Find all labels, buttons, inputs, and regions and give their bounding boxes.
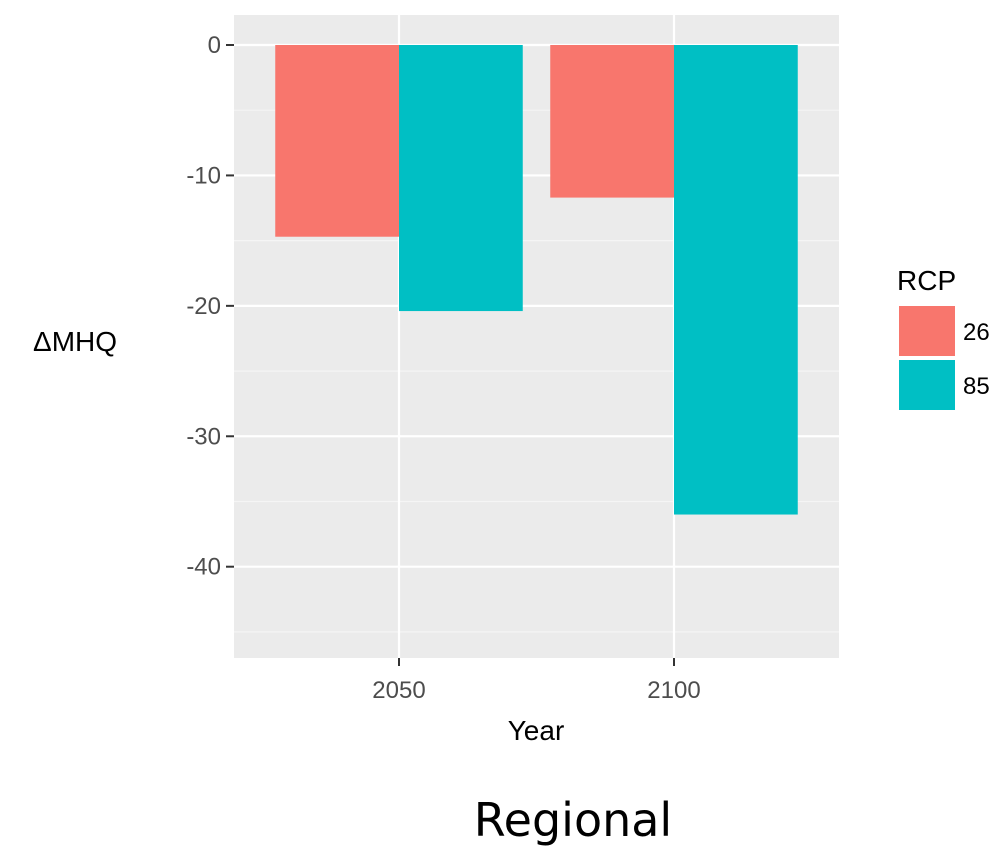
legend-label-85: 85 [963, 373, 990, 400]
y-tick-label: -20 [186, 293, 221, 320]
legend-title: RCP [897, 265, 956, 296]
x-axis-title: Year [508, 715, 565, 746]
bar-2050-26 [275, 44, 399, 237]
bar-2100-26 [550, 44, 674, 198]
bar-2050-85 [399, 44, 523, 312]
y-axis-title: ΔMHQ [33, 326, 117, 357]
x-axis-ticks: 2050 2100 [372, 658, 701, 704]
x-tick-label: 2100 [647, 677, 700, 704]
y-tick-label: -10 [186, 162, 221, 189]
legend: RCP 26 85 [897, 265, 990, 410]
y-tick-label: -40 [186, 554, 221, 581]
y-axis-ticks: 0 -10 -20 -30 -40 [186, 32, 234, 581]
legend-label-26: 26 [963, 319, 990, 346]
y-tick-label: -30 [186, 423, 221, 450]
legend-key-26 [899, 306, 955, 356]
bars [275, 44, 798, 515]
y-tick-label: 0 [208, 32, 221, 59]
bar-2100-85 [674, 44, 798, 515]
legend-key-85 [899, 360, 955, 410]
caption: Regional [474, 793, 672, 847]
x-tick-label: 2050 [372, 677, 425, 704]
